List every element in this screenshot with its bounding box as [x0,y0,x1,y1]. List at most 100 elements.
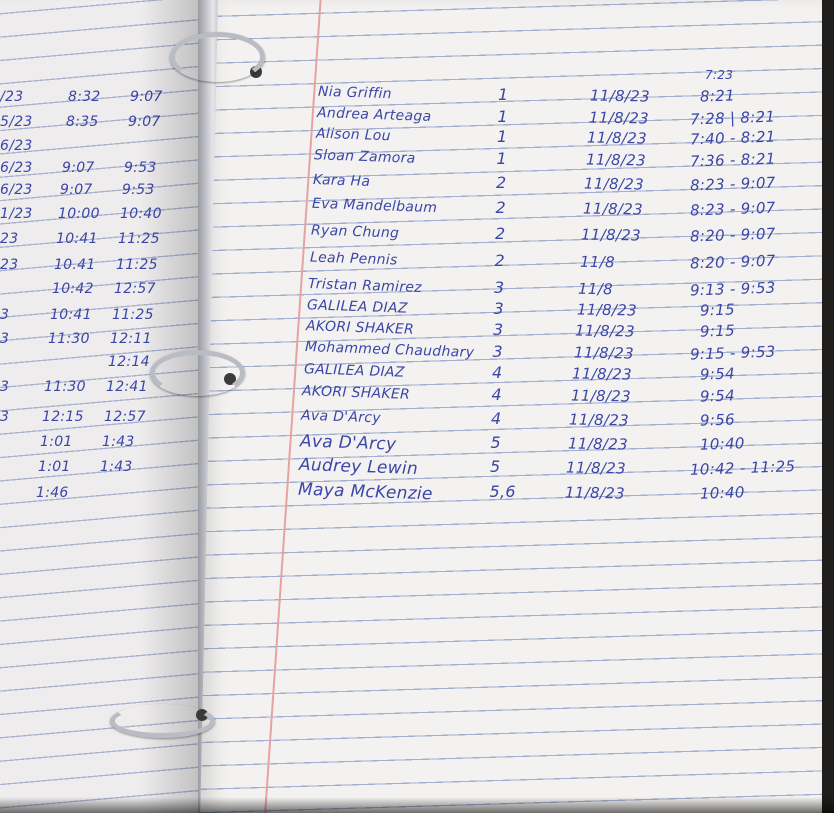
end-time: 9:53 [122,182,155,198]
date: 23 [0,231,19,247]
period: 5 [490,457,501,476]
log-row: GALILEA DIAZ 3 11/8/23 9:15 [0,297,834,322]
start-time: 1:01 [38,459,71,475]
date: 6/23 [0,182,33,198]
date: 11/8/23 [589,86,651,106]
time: 9:56 [699,410,736,430]
left-log-row: 6/23 9:07 9:53 [0,182,200,205]
left-log-row: 1:46 [0,485,200,508]
period: 5 [490,433,501,452]
date: 11/8/23 [565,458,627,478]
binder-ring-middle [150,350,245,396]
binder-ring-bottom [110,704,215,738]
start-time: 1:01 [40,434,73,450]
log-row: Kara Ha 2 11/8/23 8:23 - 9:07 [0,172,834,196]
date: 11/8/23 [574,321,636,341]
period: 4 [491,409,502,428]
date: 5/23 [0,114,33,130]
left-log-row: 1/23 10:00 10:40 [0,206,200,229]
period: 2 [496,173,507,192]
period: 2 [495,224,506,243]
student-name: Tristan Ramirez [308,276,423,296]
left-log-row: 1:01 1:43 [0,434,200,457]
left-log-row: 10:42 12:57 [0,281,200,304]
period: 2 [494,251,505,270]
date: 11/8/23 [586,128,648,148]
date: 3 [0,331,10,347]
bottom-shadow [0,797,834,813]
date: 3 [0,307,10,323]
student-name: Alison Lou [315,125,391,145]
date: 11/8/23 [576,300,637,320]
log-row: Ava D'Arcy 5 11/8/23 10:40 [0,431,834,456]
student-name: Andrea Arteaga [316,105,432,125]
left-log-row: 3 10:41 11:25 [0,307,200,330]
end-time: 1:43 [102,434,135,450]
date: 11/8/23 [573,343,634,363]
left-log-row: 3 11:30 12:41 [0,379,200,402]
date: 11/8/23 [583,174,645,194]
log-row: Audrey Lewin 5 11/8/23 10:42 - 11:25 [0,454,834,480]
time: 8:23 - 9:07 [689,198,776,220]
time: 10:42 - 11:25 [689,457,796,479]
date: 11/8 [577,279,614,299]
log-row: Sloan Zamora 1 11/8/23 7:36 - 8:21 [0,147,834,172]
start-time: 8:32 [68,89,101,105]
end-time: 12:57 [104,409,146,425]
start-time: 11:30 [44,379,86,395]
start-time: 12:15 [42,409,84,425]
log-row: Andrea Arteaga 1 11/8/23 7:28 | 8:21 [0,105,834,130]
period: 1 [497,107,508,126]
log-row: Mohammed Chaudhary 3 11/8/23 9:15 - 9:53 [0,339,834,365]
end-time: 11:25 [118,231,160,247]
end-time: 1:43 [100,459,133,475]
left-log-row: 3 11:30 12:11 [0,331,200,354]
start-time: 9:07 [60,182,93,198]
start-time: 10:00 [58,206,100,222]
student-name: Leah Pennis [309,249,398,269]
time: 7:40 - 8:21 [689,127,776,149]
left-log-row: /23 8:32 9:07 [0,89,200,112]
log-row: Eva Mandelbaum 2 11/8/23 8:23 - 9:07 [0,196,834,221]
start-time: 9:07 [62,160,95,176]
start-time: 10.41 [54,257,96,273]
period: 1 [498,85,509,104]
log-row: AKORI SHAKER 4 11/8/23 9:54 [0,383,834,408]
student-name: Mohammed Chaudhary [304,339,475,361]
time: 9:15 [699,300,736,320]
period: 3 [492,342,503,361]
date: 11/8 [579,252,615,272]
log-row: AKORI SHAKER 3 11/8/23 9:15 [0,318,834,343]
date: 1/23 [0,206,33,222]
end-time: 9:53 [124,160,157,176]
date: 11/8/23 [585,150,646,170]
date: 11/8/23 [580,225,642,245]
left-log-row: 5/23 8:35 9:07 [0,114,200,137]
time: 7:36 - 8:21 [689,149,776,171]
log-row: Nia Griffin 1 11/8/23 8:21 7:23 [0,68,834,108]
time-note: 7:23 [705,68,734,82]
log-row: GALILEA DIAZ 4 11/8/23 9:54 [0,361,834,386]
date: 23 [0,257,19,273]
student-name: Ava D'Arcy [300,407,382,427]
log-row: Maya McKenzie 5,6 11/8/23 10:40 [0,479,834,505]
log-row: Ava D'Arcy 4 11/8/23 9:56 [0,407,834,432]
student-name: Ava D'Arcy [299,431,397,455]
period: 3 [493,320,504,339]
left-log-row: 1:01 1:43 [0,459,200,482]
student-name: Maya McKenzie [297,479,433,505]
time: 7:28 | 8:21 [689,107,776,129]
student-name: GALILEA DIAZ [306,297,409,317]
time: 9:15 [699,321,736,341]
right-notebook-page [200,0,822,813]
student-name: Audrey Lewin [298,454,419,480]
end-time: 12:57 [114,281,156,297]
time: 9:13 - 9:53 [689,278,776,300]
start-time: 11:30 [48,331,90,347]
student-name: AKORI SHAKER [305,318,415,338]
date: /23 [0,89,24,105]
time: 8:20 - 9:07 [689,251,776,273]
period: 3 [493,299,504,318]
date: 11/8/23 [570,386,631,406]
